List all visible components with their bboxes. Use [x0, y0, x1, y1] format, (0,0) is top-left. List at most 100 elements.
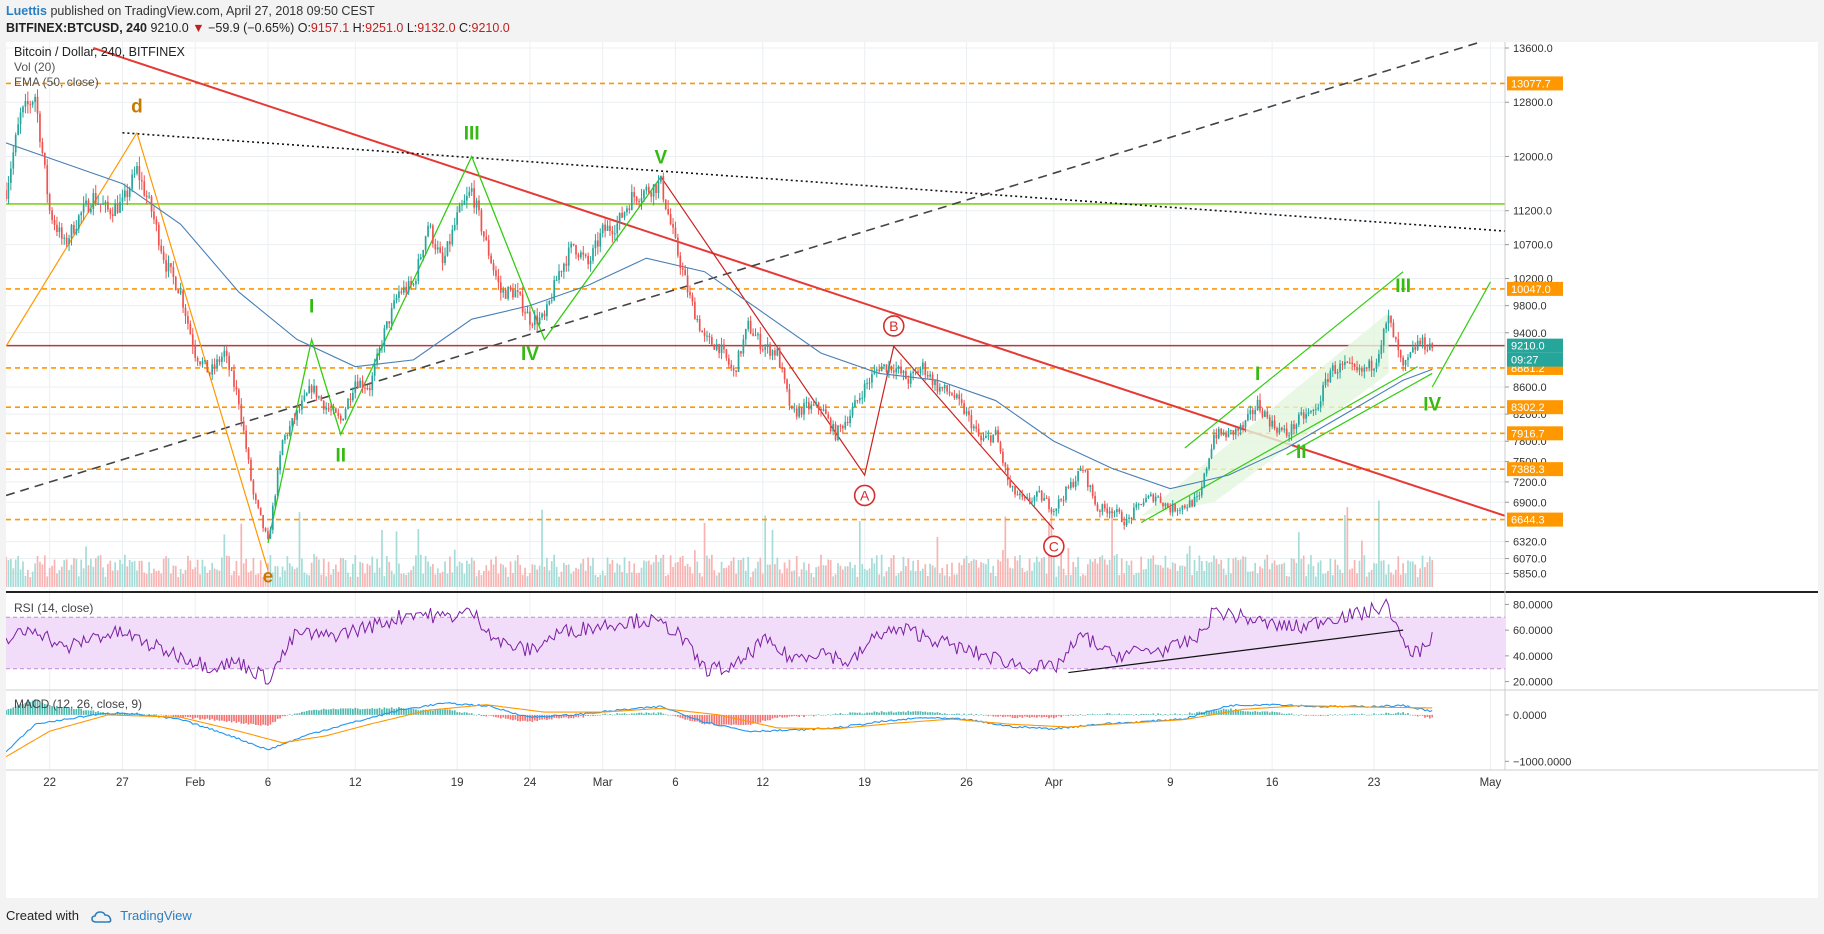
candle [667, 200, 670, 216]
volume-bar [895, 575, 898, 587]
volume-bar [468, 563, 471, 587]
ohlc-high-key: H: [352, 21, 366, 35]
candle [41, 137, 44, 155]
candle [254, 492, 257, 504]
macd-hist-bar [970, 713, 973, 715]
candle [516, 282, 519, 298]
macd-hist-bar [1280, 713, 1283, 715]
candle-body [422, 250, 425, 258]
macd-hist-bar [985, 714, 987, 716]
candle-body [1276, 428, 1278, 433]
candle-body [1334, 365, 1337, 374]
candle [383, 324, 386, 353]
time-axis-label: 9 [1167, 777, 1173, 789]
candle-body [587, 255, 589, 265]
candle-body [897, 366, 900, 369]
candle-body [805, 402, 808, 404]
candle-body [1370, 360, 1373, 371]
candle [1276, 426, 1278, 437]
volume-bar [621, 572, 623, 587]
macd-hist-bar [482, 714, 485, 717]
candle-body [1244, 420, 1247, 428]
macd-hist-bar [325, 709, 328, 715]
macd-hist-bar [1380, 713, 1383, 715]
candle [1399, 349, 1402, 363]
volume-bar [432, 564, 434, 587]
volume-bar [252, 557, 255, 587]
candle [837, 425, 839, 442]
candle-body [7, 182, 10, 199]
price-axis-label: 12800.0 [1513, 97, 1553, 109]
time-axis-label: Feb [185, 777, 205, 789]
volume-bar [419, 554, 422, 587]
macd-hist-bar [1021, 714, 1024, 718]
macd-hist-bar [1331, 714, 1334, 716]
candle [1079, 465, 1082, 471]
volume-bar [909, 570, 912, 587]
volume-bar [322, 558, 325, 587]
candle [128, 186, 131, 201]
candle-body [157, 224, 160, 246]
volume-bar [1091, 561, 1094, 587]
volume-bar [390, 570, 393, 587]
time-axis-label: 19 [451, 777, 464, 789]
volume-bar [446, 573, 449, 587]
volume-bar [742, 557, 745, 587]
candle [1397, 332, 1400, 358]
candle [133, 166, 136, 178]
macd-hist-bar [677, 714, 679, 717]
candle-body [393, 300, 395, 308]
candle-body [749, 320, 752, 334]
tradingview-link[interactable]: TradingView [120, 908, 192, 923]
candle [441, 246, 444, 271]
macd-hist-bar [1404, 713, 1407, 715]
candle-body [1069, 482, 1072, 488]
author-name[interactable]: Luettis [6, 4, 47, 18]
wave-label: III [464, 124, 480, 145]
macd-histogram [5, 699, 1434, 726]
price-tag-label: 9210.0 [1511, 341, 1545, 353]
volume-bar [725, 567, 728, 587]
candle [1133, 503, 1135, 520]
volume-bar [1142, 569, 1145, 587]
macd-hist-bar [822, 714, 825, 716]
macd-hist-bar [228, 714, 231, 722]
candle-body [10, 168, 12, 183]
candle-body [677, 237, 679, 256]
macd-hist-bar [22, 704, 24, 715]
volume-bar [1327, 570, 1329, 587]
candle [1179, 507, 1181, 515]
candle-body [946, 385, 948, 392]
candle [972, 424, 975, 432]
candle [305, 392, 308, 397]
volume-bar [732, 557, 735, 587]
macd-hist-bar [271, 714, 274, 723]
macd-hist-bar [427, 710, 429, 715]
volume-bar [1314, 576, 1317, 587]
volume-bar [1060, 554, 1062, 587]
volume-bar [706, 555, 708, 587]
candle [1244, 419, 1247, 433]
candle [1128, 514, 1130, 524]
candle-body [1273, 420, 1276, 429]
candle [698, 315, 701, 333]
candle [402, 280, 405, 296]
candle [337, 408, 340, 419]
volume-bar [490, 559, 492, 587]
macd-hist-bar [512, 714, 514, 721]
volume-bar [992, 565, 995, 587]
macd-hist-bar [706, 714, 708, 724]
candle-body [1099, 510, 1101, 513]
candle-body [706, 335, 708, 337]
macd-hist-bar [1191, 713, 1193, 715]
candle [24, 93, 27, 114]
chart-frame[interactable]: d e I II III IV V A B C I II III IV RSI (14, close) 80.… [5, 33, 1818, 898]
candle-body [958, 394, 961, 400]
footer: Created with TradingView [6, 908, 192, 924]
macd-hist-bar [1028, 714, 1031, 718]
macd-hist-bar [155, 714, 158, 715]
candle-body [1295, 424, 1298, 430]
volume-bar [1402, 563, 1404, 587]
macd-hist-bar [1317, 714, 1320, 716]
